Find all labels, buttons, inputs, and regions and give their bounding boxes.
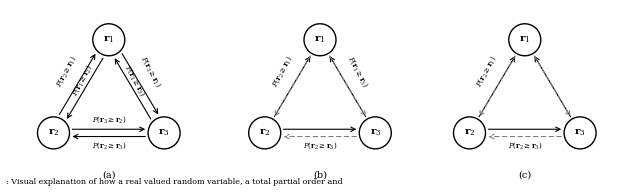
Text: $P(\mathbf{r}_2 \geq \mathbf{r}_3)$: $P(\mathbf{r}_2 \geq \mathbf{r}_3)$: [508, 141, 542, 151]
Circle shape: [454, 117, 486, 149]
Text: $\mathbf{r}_2$: $\mathbf{r}_2$: [48, 128, 60, 138]
Text: $P(\mathbf{r}_2 \geq \mathbf{r}_1)$: $P(\mathbf{r}_2 \geq \mathbf{r}_1)$: [269, 54, 295, 89]
Text: $\mathbf{r}_1$: $\mathbf{r}_1$: [314, 35, 326, 45]
Text: $\mathbf{r}_3$: $\mathbf{r}_3$: [158, 128, 170, 138]
Text: $P(\mathbf{r}_2 \geq \mathbf{r}_3)$: $P(\mathbf{r}_2 \geq \mathbf{r}_3)$: [92, 141, 126, 151]
Text: $P(\mathbf{r}_3 \geq \mathbf{r}_1)$: $P(\mathbf{r}_3 \geq \mathbf{r}_1)$: [138, 54, 164, 89]
Circle shape: [509, 24, 541, 56]
Text: $\mathbf{r}_3$: $\mathbf{r}_3$: [369, 128, 381, 138]
Text: $\mathbf{r}_2$: $\mathbf{r}_2$: [259, 128, 271, 138]
Circle shape: [359, 117, 391, 149]
Text: : Visual explanation of how a real valued random variable, a total partial order: : Visual explanation of how a real value…: [6, 178, 343, 186]
Text: $P(\mathbf{r}_1 \geq \mathbf{r}_3)$: $P(\mathbf{r}_1 \geq \mathbf{r}_3)$: [345, 54, 371, 89]
Circle shape: [93, 24, 125, 56]
Text: $P(\mathbf{r}_2 \geq \mathbf{r}_1)$: $P(\mathbf{r}_2 \geq \mathbf{r}_1)$: [54, 54, 79, 89]
Circle shape: [148, 117, 180, 149]
Text: $\mathbf{r}_1$: $\mathbf{r}_1$: [519, 35, 531, 45]
Text: (c): (c): [518, 171, 531, 180]
Circle shape: [304, 24, 336, 56]
Text: $\mathbf{r}_3$: $\mathbf{r}_3$: [574, 128, 586, 138]
Text: $P(\mathbf{r}_2 \geq \mathbf{r}_3)$: $P(\mathbf{r}_2 \geq \mathbf{r}_3)$: [303, 141, 337, 151]
Text: $P(\mathbf{r}_1 \geq \mathbf{r}_2)$: $P(\mathbf{r}_1 \geq \mathbf{r}_2)$: [70, 63, 95, 98]
Text: $P(\mathbf{r}_3 \geq \mathbf{r}_2)$: $P(\mathbf{r}_3 \geq \mathbf{r}_2)$: [92, 115, 126, 125]
Circle shape: [38, 117, 70, 149]
Text: $\mathbf{r}_1$: $\mathbf{r}_1$: [103, 35, 115, 45]
Text: $\mathbf{r}_2$: $\mathbf{r}_2$: [464, 128, 476, 138]
Text: (b): (b): [313, 171, 327, 180]
Circle shape: [564, 117, 596, 149]
Text: (a): (a): [102, 171, 116, 180]
Text: $P(\mathbf{r}_2 \geq \mathbf{r}_1)$: $P(\mathbf{r}_2 \geq \mathbf{r}_1)$: [474, 54, 500, 89]
Circle shape: [249, 117, 281, 149]
Text: $P(\mathbf{r}_1 \geq \mathbf{r}_3)$: $P(\mathbf{r}_1 \geq \mathbf{r}_3)$: [122, 63, 148, 98]
